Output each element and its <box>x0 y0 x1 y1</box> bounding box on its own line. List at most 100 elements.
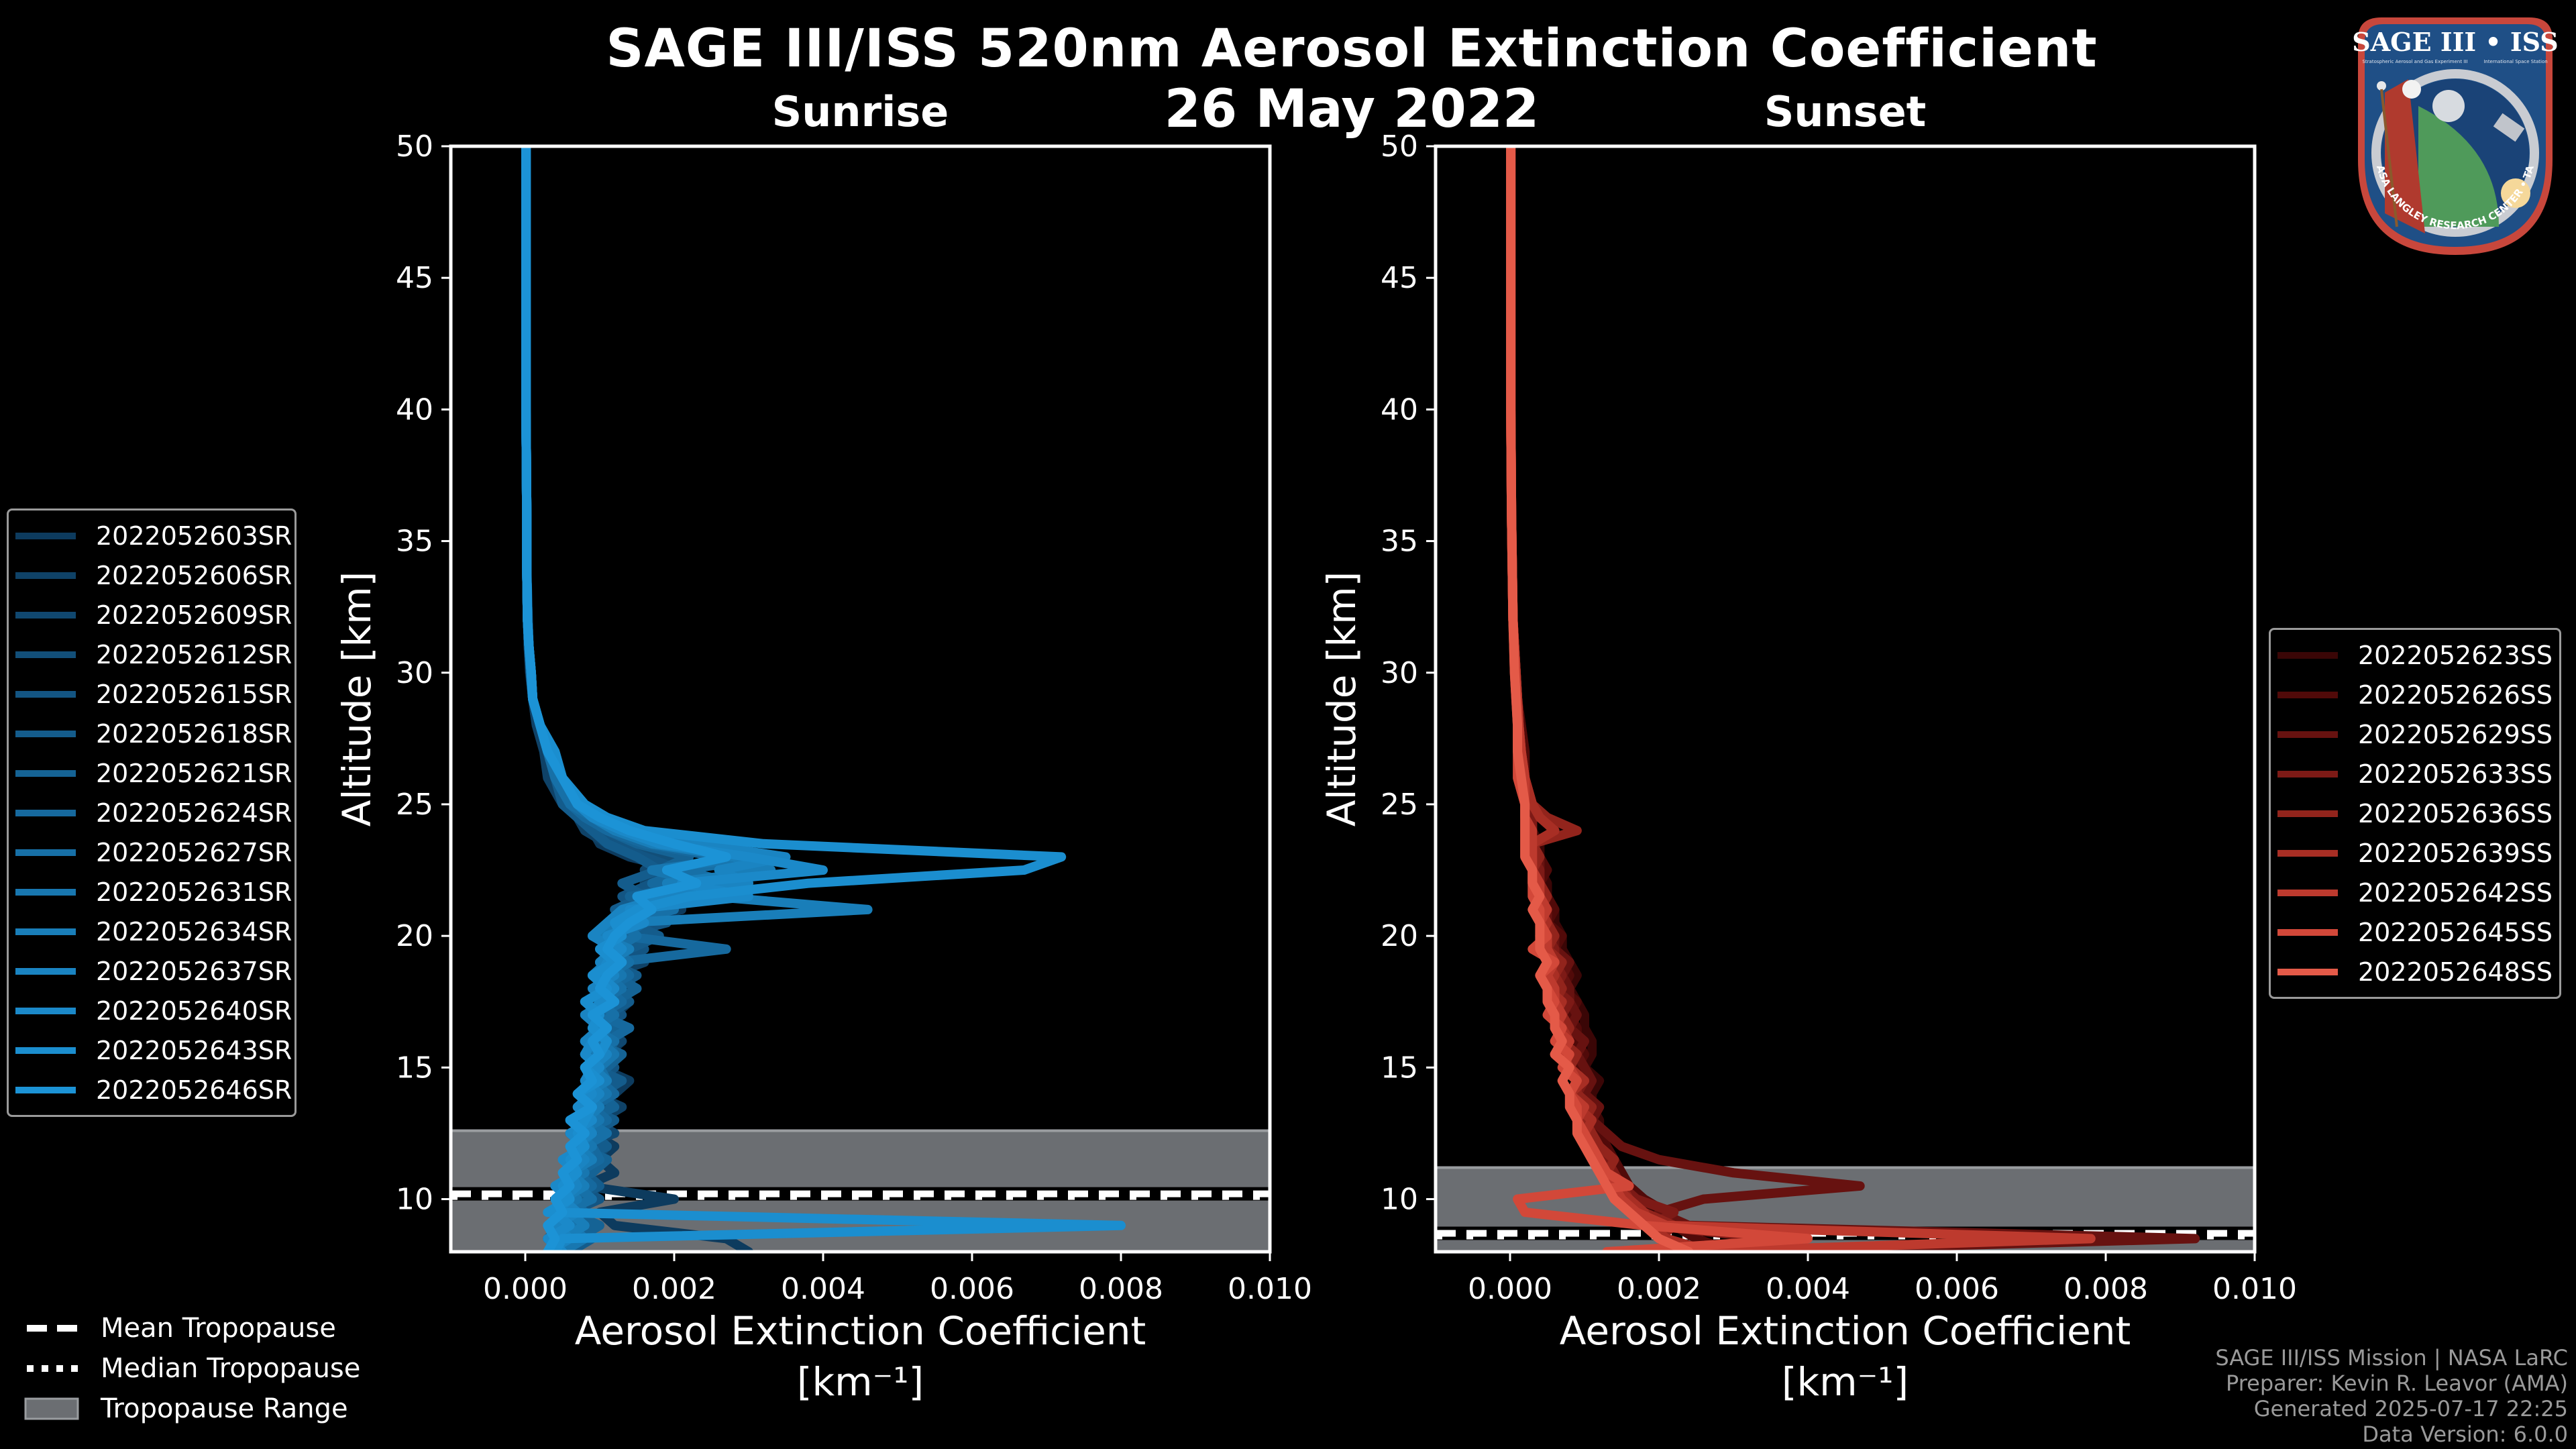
legend-label: 2022052636SS <box>2358 798 2553 828</box>
legend-label: 2022052606SR <box>96 560 292 590</box>
sunset-ytick-label: 35 <box>1381 525 1418 559</box>
sunset-ytick-label: 40 <box>1381 392 1418 427</box>
sunrise-xtick-label: 0.000 <box>483 1272 568 1306</box>
legend-label: 2022052624SR <box>96 798 292 828</box>
legend-swatch <box>2277 810 2338 817</box>
sunset-legend: 2022052623SS 2022052626SS 2022052629SS 2022… <box>2269 628 2561 999</box>
legend-label: 2022052609SR <box>96 600 292 630</box>
legend-label: 2022052627SR <box>96 837 292 867</box>
legend-item: 2022052615SR <box>9 674 294 714</box>
sunset-xtick-label: 0.002 <box>1617 1272 1701 1306</box>
legend-item: 2022052634SR <box>9 912 294 951</box>
logo-ring <box>2371 69 2539 237</box>
sunset-ytick-label: 50 <box>1381 129 1418 164</box>
sunrise-yaxis-label: Altitude [km] <box>334 572 380 826</box>
legend-item: 2022052623SS <box>2271 635 2559 675</box>
legend-item: 2022052621SR <box>9 753 294 793</box>
legend-item: 2022052640SR <box>9 991 294 1030</box>
chart-title: SAGE III/ISS 520nm Aerosol Extinction Co… <box>606 19 2098 79</box>
tropopause-legend-mean: Mean Tropopause <box>24 1308 360 1348</box>
legend-label: 2022052615SR <box>96 679 292 709</box>
legend-swatch <box>2277 731 2338 738</box>
sunrise-xtick-label: 0.008 <box>1079 1272 1163 1306</box>
legend-label: 2022052648SS <box>2358 957 2553 987</box>
legend-item: 2022052645SS <box>2271 912 2559 952</box>
sunset-xtick-label: 0.006 <box>1915 1272 1999 1306</box>
legend-item: 2022052633SS <box>2271 754 2559 794</box>
sunrise-ytick-label: 10 <box>396 1183 433 1217</box>
staff-orb-icon <box>2377 81 2386 91</box>
sunrise-ytick-label: 45 <box>396 261 433 295</box>
sunset-series-2022052633SS <box>1506 146 1776 1252</box>
sunset-xtick-label: 0.008 <box>2063 1272 2148 1306</box>
legend-label: 2022052642SS <box>2358 877 2553 908</box>
footer-generated: Generated 2025-07-17 22:25 <box>2253 1396 2568 1421</box>
sunrise-ytick-label: 25 <box>396 788 433 822</box>
logo-subtitle-right: International Space Station <box>2483 59 2547 64</box>
legend-swatch <box>15 769 76 777</box>
sunrise-series-2022052646SR <box>521 146 731 1252</box>
footer-credits: SAGE III/ISS Mission | NASA LaRC Prepare… <box>2215 1345 2568 1447</box>
legend-swatch <box>2277 889 2338 896</box>
sunrise-series-group <box>521 146 1126 1252</box>
sunrise-ytick-label: 30 <box>396 656 433 690</box>
legend-swatch <box>15 888 76 896</box>
legend-swatch <box>15 690 76 698</box>
tropopause-legend-range: Tropopause Range <box>24 1389 360 1429</box>
earth-icon <box>2418 106 2499 227</box>
legend-item: 2022052643SR <box>9 1030 294 1070</box>
sunset-series-2022052629SS <box>1506 146 2200 1252</box>
sunrise-axes-frame <box>449 144 1272 1254</box>
sunset-series-2022052623SS <box>1506 146 1701 1252</box>
legend-swatch <box>15 532 76 539</box>
sage-iii-iss-logo: SAGE III • ISS Stratospheric Aerosol and… <box>2345 12 2559 255</box>
legend-item: 2022052637SR <box>9 951 294 991</box>
tropopause-legend-label: Median Tropopause <box>101 1353 361 1384</box>
legend-label: 2022052633SS <box>2358 759 2553 789</box>
legend-swatch <box>15 572 76 579</box>
legend-label: 2022052612SR <box>96 639 292 669</box>
sunrise-ytick-label: 50 <box>396 129 433 164</box>
sunset-xtick-label: 0.000 <box>1468 1272 1552 1306</box>
legend-item: 2022052624SR <box>9 793 294 833</box>
legend-swatch <box>15 849 76 856</box>
tropopause-legend-median: Median Tropopause <box>24 1348 360 1389</box>
legend-item: 2022052629SS <box>2271 714 2559 754</box>
tropopause-legend-label: Tropopause Range <box>101 1393 348 1424</box>
sunset-panel-title: Sunset <box>1764 87 1927 136</box>
sunset-series-2022052639SS <box>1506 146 1716 1252</box>
legend-swatch <box>15 730 76 737</box>
legend-label: 2022052640SR <box>96 996 292 1026</box>
moon-icon <box>2432 90 2465 122</box>
legend-item: 2022052642SS <box>2271 873 2559 912</box>
sunrise-series-2022052634SR <box>521 146 873 1252</box>
legend-swatch <box>15 967 76 975</box>
sunrise-series-2022052640SR <box>521 146 828 1252</box>
legend-item: 2022052612SR <box>9 635 294 674</box>
sunset-series-2022052626SS <box>1506 146 1738 1252</box>
legend-item: 2022052626SS <box>2271 675 2559 714</box>
sunrise-series-2022052637SR <box>521 146 791 1252</box>
dashed-line-icon <box>27 1325 78 1332</box>
sunset-axes-frame <box>1434 144 2257 1254</box>
legend-label: 2022052643SR <box>96 1035 292 1065</box>
sunset-xtick-label: 0.004 <box>1766 1272 1850 1306</box>
legend-item: 2022052648SS <box>2271 952 2559 991</box>
footer-version: Data Version: 6.0.0 <box>2362 1421 2568 1447</box>
sunset-xtick-label: 0.010 <box>2212 1272 2297 1306</box>
legend-item: 2022052627SR <box>9 833 294 872</box>
sunrise-xaxis-label: Aerosol Extinction Coefficient <box>575 1308 1146 1354</box>
legend-label: 2022052646SR <box>96 1075 292 1105</box>
sunset-ytick-label: 15 <box>1381 1051 1418 1085</box>
sunrise-legend: 2022052603SR 2022052606SR 2022052609SR 2022… <box>7 508 297 1117</box>
legend-item: 2022052639SS <box>2271 833 2559 873</box>
footer-preparer: Preparer: Kevin R. Leavor (AMA) <box>2225 1371 2568 1396</box>
legend-item: 2022052606SR <box>9 555 294 595</box>
wizard-icon <box>2385 79 2425 233</box>
legend-swatch <box>15 1007 76 1014</box>
sunset-ytick-label: 25 <box>1381 788 1418 822</box>
sunset-series-group <box>1506 146 2200 1252</box>
legend-label: 2022052634SR <box>96 916 292 947</box>
legend-swatch <box>2277 651 2338 659</box>
